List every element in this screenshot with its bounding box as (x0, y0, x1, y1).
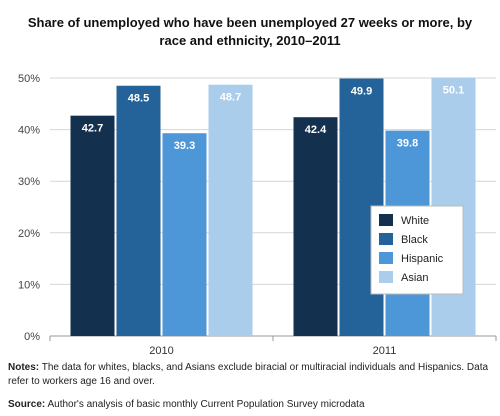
data-label: 39.8 (397, 138, 418, 150)
bar-chart: 0% 10% 20% 30% 40% 50% 42.7 48.5 39.3 48.7 2010 42.… (18, 73, 497, 357)
legend-label-white: White (401, 215, 429, 227)
chart-source: Source: Author's analysis of basic month… (8, 398, 496, 412)
chart-title: Share of unemployed who have been unempl… (0, 14, 500, 50)
legend-swatch-hispanic (379, 252, 393, 264)
legend-swatch-black (379, 233, 393, 245)
chart-title-line-2: race and ethnicity, 2010–2011 (159, 33, 341, 48)
bar-asian-2010 (208, 84, 253, 336)
notes-label: Notes: (8, 362, 40, 373)
data-label: 49.9 (351, 86, 372, 98)
y-tick-label: 0% (24, 331, 40, 343)
y-tick-label: 10% (18, 279, 40, 291)
legend-label-asian: Asian (401, 272, 429, 284)
y-tick-label: 30% (18, 176, 40, 188)
source-label: Source: (8, 399, 46, 410)
chart-notes: Notes: The data for whites, blacks, and … (8, 361, 496, 389)
legend-swatch-white (379, 214, 393, 226)
data-label: 39.3 (174, 140, 195, 152)
legend-label-black: Black (401, 234, 428, 246)
legend-swatch-asian (379, 271, 393, 283)
data-label: 42.4 (305, 124, 327, 136)
source-text: Author's analysis of basic monthly Curre… (45, 399, 365, 410)
data-label: 42.7 (82, 123, 103, 135)
chart-title-line-1: Share of unemployed who have been unempl… (27, 15, 473, 30)
data-label: 50.1 (443, 84, 464, 96)
y-tick-label: 20% (18, 228, 40, 240)
y-tick-label: 40% (18, 125, 40, 137)
bar-white-2011 (293, 117, 338, 336)
data-label: 48.7 (220, 92, 241, 104)
x-tick-label: 2011 (373, 345, 397, 357)
legend-label-hispanic: Hispanic (401, 253, 444, 265)
notes-text: The data for whites, blacks, and Asians … (8, 362, 489, 387)
data-label: 48.5 (128, 93, 149, 105)
y-tick-label: 50% (18, 73, 40, 85)
bar-black-2010 (116, 85, 161, 337)
bar-hispanic-2010 (162, 133, 207, 336)
x-tick-label: 2010 (149, 345, 173, 357)
bar-white-2010 (70, 115, 115, 336)
